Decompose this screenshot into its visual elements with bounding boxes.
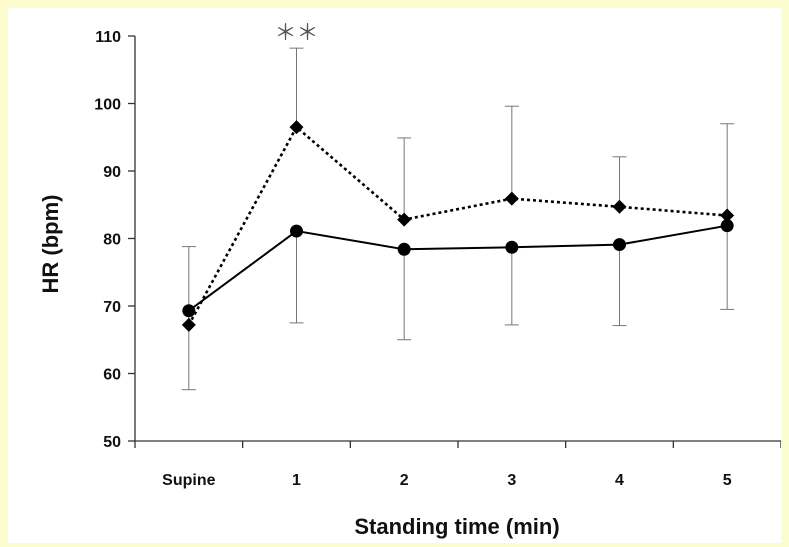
circle-point xyxy=(613,238,626,252)
y-tick-label: 80 xyxy=(103,232,121,249)
series-line-circle xyxy=(188,224,728,312)
circle-point xyxy=(290,224,303,238)
diamond-point xyxy=(289,120,304,135)
x-axis-title: Standing time (min) xyxy=(354,514,559,539)
error-bars xyxy=(181,47,735,391)
y-tick-label: 60 xyxy=(103,367,121,384)
tick-labels: 50 60 70 80 90 100 110 Supine 1 2 3 4 5 ＊＊ xyxy=(94,21,731,489)
x-tick-label: Supine xyxy=(162,472,215,489)
y-axis-title: HR (bpm) xyxy=(38,195,63,294)
diamond-point xyxy=(612,199,627,214)
circle-point xyxy=(505,240,519,254)
series-lines xyxy=(187,125,728,326)
x-tick-label: 2 xyxy=(400,472,409,489)
significance-annotation: ＊＊ xyxy=(274,21,318,46)
x-tick-label: 5 xyxy=(723,472,732,489)
x-tick-label: 1 xyxy=(292,472,301,489)
circle-point xyxy=(720,219,734,233)
x-tick-label: 4 xyxy=(615,472,624,489)
y-tick-label: 70 xyxy=(103,299,121,316)
y-tick-label: 90 xyxy=(103,164,121,181)
y-tick-label: 50 xyxy=(103,434,121,451)
diamond-point xyxy=(181,317,196,332)
circle-point xyxy=(182,304,196,318)
series-markers xyxy=(181,120,735,332)
axes xyxy=(128,35,781,448)
series-line-diamond xyxy=(187,125,728,326)
x-tick-label: 3 xyxy=(507,472,516,489)
hr-line-chart: 50 60 70 80 90 100 110 Supine 1 2 3 4 5 ＊＊ HR (bpm) S… xyxy=(38,21,781,539)
y-tick-label: 110 xyxy=(95,29,121,46)
diamond-point xyxy=(504,191,519,206)
circle-point xyxy=(397,242,411,256)
y-tick-label: 100 xyxy=(94,97,121,114)
diamond-point xyxy=(397,212,412,227)
chart-panel: 50 60 70 80 90 100 110 Supine 1 2 3 4 5 ＊＊ HR (bpm) S… xyxy=(8,8,781,543)
diamond-point xyxy=(720,208,735,223)
